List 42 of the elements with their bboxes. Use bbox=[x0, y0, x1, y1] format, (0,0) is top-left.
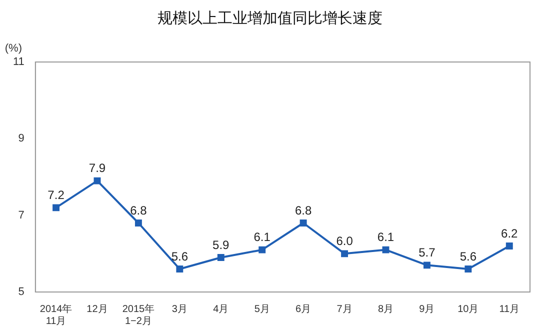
data-label: 5.6 bbox=[171, 249, 188, 264]
x-tick-label: 3月 bbox=[172, 304, 188, 315]
point bbox=[382, 246, 390, 254]
point bbox=[464, 266, 472, 272]
data-label: 6.1 bbox=[254, 230, 271, 244]
y-tick-label: 11 bbox=[12, 56, 24, 68]
data-label: 5.9 bbox=[212, 238, 230, 252]
x-tick-label: 7月 bbox=[336, 304, 352, 315]
x-tick-label: 10月 bbox=[458, 304, 479, 315]
y-tick-label: 7 bbox=[18, 209, 24, 222]
x-tick-label: 4月 bbox=[213, 304, 229, 315]
point bbox=[423, 262, 430, 269]
point bbox=[258, 246, 266, 254]
data-label: 6.0 bbox=[336, 234, 354, 248]
y-tick-label: 5 bbox=[18, 286, 24, 298]
point bbox=[94, 177, 101, 184]
x-tick-label: 2015年 1−2月 bbox=[122, 302, 155, 327]
x-tick-label: 11月 bbox=[499, 304, 520, 315]
point bbox=[134, 220, 142, 226]
y-axis-title: (%) bbox=[4, 42, 22, 55]
data-label: 6.2 bbox=[501, 226, 518, 240]
x-tick-label: 12月 bbox=[86, 304, 108, 315]
x-tick-label: 2014年 11月 bbox=[40, 302, 72, 327]
data-label: 6.1 bbox=[377, 230, 394, 244]
data-label: 7.9 bbox=[88, 161, 106, 176]
point bbox=[176, 266, 184, 272]
chart-title: 规模以上工业增加值同比增长速度 bbox=[158, 10, 382, 28]
point bbox=[300, 220, 307, 226]
data-label: 6.8 bbox=[294, 203, 312, 218]
data-label: 5.7 bbox=[418, 245, 436, 260]
point bbox=[217, 254, 224, 261]
data-label: 7.2 bbox=[48, 188, 65, 202]
data-label: 5.6 bbox=[460, 249, 477, 264]
point bbox=[506, 242, 513, 250]
y-tick-label: 9 bbox=[18, 132, 24, 145]
point bbox=[52, 204, 60, 212]
x-tick-label: 6月 bbox=[296, 304, 312, 315]
x-tick-label: 5月 bbox=[254, 304, 270, 315]
point bbox=[341, 250, 348, 258]
data-label: 6.8 bbox=[130, 203, 148, 218]
x-tick-label: 8月 bbox=[378, 304, 394, 315]
x-tick-label: 9月 bbox=[419, 304, 435, 315]
